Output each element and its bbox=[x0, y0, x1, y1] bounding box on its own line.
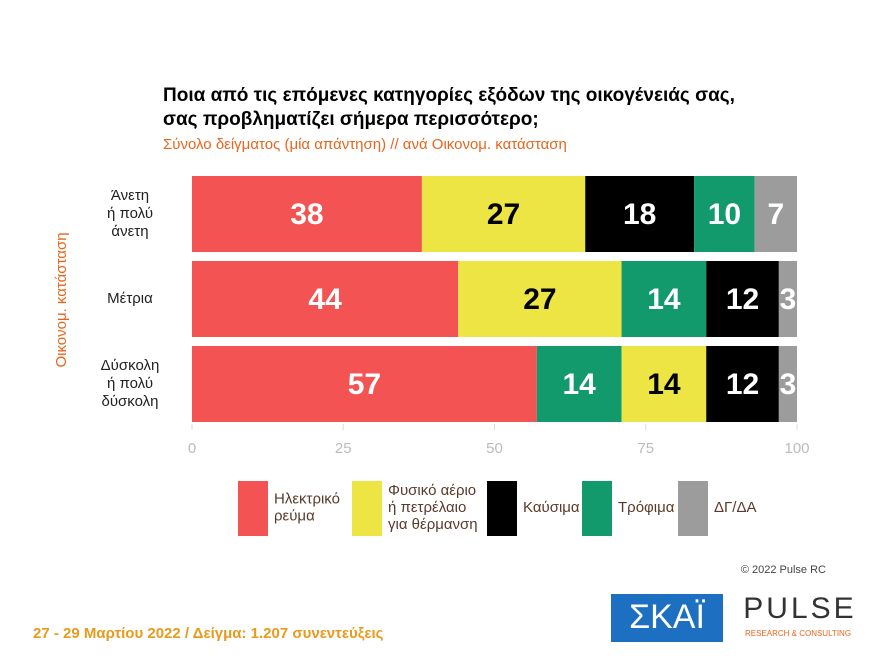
bar-segment bbox=[192, 346, 537, 422]
footer: 27 - 29 Μαρτίου 2022 / Δείγμα: 1.207 συν… bbox=[33, 625, 384, 642]
logo: ΣΚΑΪ bbox=[629, 598, 705, 636]
data-label: 3 bbox=[780, 283, 797, 316]
logo-box bbox=[611, 594, 723, 642]
copyright: © 2022 Pulse RC bbox=[741, 564, 826, 576]
bar-segment bbox=[694, 176, 755, 252]
logo: RESEARCH & CONSULTING bbox=[745, 629, 851, 638]
legend-label: ΔΓ/ΔΑ bbox=[714, 499, 756, 516]
data-label: 10 bbox=[708, 198, 741, 231]
bar-segment bbox=[585, 176, 695, 252]
x-tick-label: 0 bbox=[188, 440, 196, 457]
chart-title: Ποια από τις επόμενες κατηγορίες εξόδων … bbox=[163, 85, 735, 106]
bar-segment bbox=[458, 261, 622, 337]
bar-segment bbox=[706, 346, 779, 422]
y-tick-label: Μέτρια bbox=[107, 290, 153, 307]
legend-swatch bbox=[582, 481, 612, 536]
bar-segment bbox=[621, 346, 707, 422]
legend-label: Τρόφιμα bbox=[618, 499, 675, 516]
data-label: 14 bbox=[563, 368, 597, 401]
legend-label: Ηλεκτρικό ρεύμα bbox=[274, 490, 340, 524]
data-label: 12 bbox=[726, 368, 759, 401]
bar-segment bbox=[754, 176, 797, 252]
bar-segment bbox=[778, 346, 797, 422]
data-label: 18 bbox=[623, 198, 656, 231]
logo: PULSE bbox=[743, 592, 856, 625]
bar-segment bbox=[706, 261, 779, 337]
data-label: 7 bbox=[767, 198, 784, 231]
x-tick-label: 75 bbox=[637, 440, 654, 457]
legend-swatch bbox=[238, 481, 268, 536]
data-label: 27 bbox=[487, 198, 520, 231]
chart-title: σας προβληματίζει σήμερα περισσότερο; bbox=[163, 109, 539, 130]
legend-swatch bbox=[678, 481, 708, 536]
chart-subtitle: Σύνολο δείγματος (μία απάντηση) // ανά Ο… bbox=[163, 136, 567, 153]
bar-segment bbox=[621, 261, 707, 337]
x-tick-label: 50 bbox=[486, 440, 503, 457]
data-label: 14 bbox=[647, 368, 681, 401]
y-tick-label: Δύσκολη ή πολύ δύσκολη bbox=[101, 357, 160, 410]
bar-segment bbox=[536, 346, 622, 422]
x-tick-label: 100 bbox=[784, 440, 809, 457]
x-tick-label: 25 bbox=[335, 440, 352, 457]
data-label: 3 bbox=[780, 368, 797, 401]
data-label: 57 bbox=[348, 368, 381, 401]
data-label: 27 bbox=[523, 283, 556, 316]
data-label: 12 bbox=[726, 283, 759, 316]
legend-swatch bbox=[487, 481, 517, 536]
legend-label: Φυσικό αέριο ή πετρέλαιο για θέρμανση bbox=[388, 482, 478, 533]
bar-segment bbox=[421, 176, 586, 252]
bar-segment bbox=[778, 261, 797, 337]
bar-segment bbox=[192, 261, 459, 337]
bar-segment bbox=[192, 176, 422, 252]
data-label: 38 bbox=[290, 198, 323, 231]
y-axis-label: Οικονομ. κατάσταση bbox=[53, 232, 70, 367]
y-tick-label: Άνετη ή πολύ άνετη bbox=[107, 187, 153, 240]
legend-swatch bbox=[352, 481, 382, 536]
data-label: 14 bbox=[647, 283, 681, 316]
data-label: 44 bbox=[308, 283, 342, 316]
legend-label: Καύσιμα bbox=[523, 499, 580, 516]
